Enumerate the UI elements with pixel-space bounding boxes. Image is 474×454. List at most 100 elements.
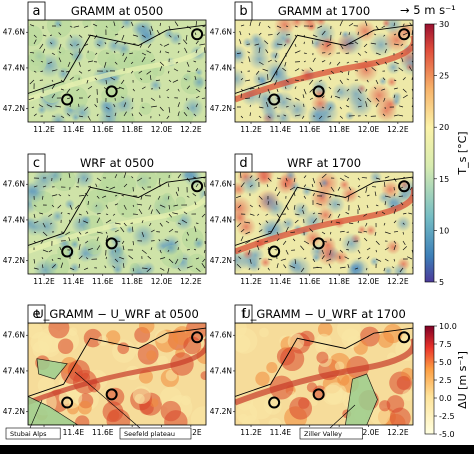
wind-arrow (123, 222, 127, 227)
wind-arrow (309, 67, 314, 72)
map-blob (255, 371, 270, 387)
map-blob (57, 338, 74, 354)
wind-arrow (238, 256, 242, 260)
wind-arrow (28, 97, 35, 101)
map-blob (139, 323, 155, 334)
wind-arrow (256, 245, 260, 251)
wind-arrow (195, 40, 199, 45)
wind-arrow (201, 262, 206, 269)
wind-arrow (402, 32, 409, 36)
wind-arrow (240, 229, 245, 233)
map-blob (72, 103, 92, 122)
wind-arrow (119, 256, 125, 260)
wind-arrow (240, 61, 244, 64)
wind-arrow (249, 20, 252, 27)
wind-arrow (172, 212, 179, 215)
wind-arrow (194, 32, 197, 36)
wind-arrow (258, 115, 262, 119)
wind-arrow (85, 257, 89, 260)
panel-frame (234, 171, 414, 275)
wind-arrow (59, 24, 62, 27)
map-blob (37, 376, 55, 394)
wind-arrow (303, 240, 310, 245)
wind-arrow (401, 57, 404, 63)
wind-arrow (303, 184, 307, 188)
wind-arrow (193, 176, 197, 179)
wind-arrow (202, 25, 206, 28)
colorbar-temperature-label: T_s [°C] (456, 131, 469, 175)
wind-arrow (76, 88, 80, 92)
wind-arrow (33, 267, 39, 270)
wind-arrow (130, 21, 134, 27)
map-blob (56, 66, 71, 81)
wind-arrow (294, 25, 298, 28)
wind-arrow (267, 88, 271, 94)
wind-arrow (177, 173, 182, 179)
wind-arrow (294, 213, 300, 216)
wind-arrow (255, 177, 260, 182)
wind-arrow (42, 185, 47, 188)
wind-arrow (204, 47, 206, 54)
wind-arrow (167, 96, 170, 99)
wind-arrow (393, 114, 398, 117)
wind-arrow (96, 195, 100, 199)
wind-arrow (195, 96, 200, 99)
wind-arrow (399, 105, 404, 108)
wind-arrow (186, 61, 190, 67)
wind-arrow (51, 79, 54, 82)
wind-arrow (85, 177, 89, 182)
wind-arrow (249, 104, 251, 108)
wind-arrow (177, 222, 182, 225)
colorbar-tick-label: 10.0 (439, 322, 457, 331)
wind-arrow (173, 68, 179, 72)
wind-arrow (78, 218, 81, 224)
wind-arrow (78, 213, 82, 216)
wind-arrow (68, 173, 71, 179)
wind-arrow (105, 204, 109, 209)
wind-arrow (33, 113, 37, 117)
station-marker (61, 245, 74, 258)
x-tick-label: 11.2E (240, 428, 262, 437)
wind-arrow (411, 60, 413, 63)
wind-arrow (329, 203, 332, 206)
wind-arrow (204, 115, 206, 118)
wind-arrow (159, 66, 163, 72)
wind-arrow (238, 204, 242, 209)
map-blob (301, 185, 313, 197)
map-blob (384, 27, 409, 53)
station-marker (398, 180, 411, 193)
map-blob (306, 382, 318, 393)
wind-arrow (183, 112, 188, 117)
wind-arrow (329, 249, 332, 256)
wind-arrow (51, 69, 58, 72)
wind-arrow (339, 230, 345, 233)
wind-arrow (123, 56, 128, 63)
wind-arrow (195, 21, 198, 27)
map-blob (48, 323, 70, 339)
map-blob (56, 46, 66, 56)
wind-arrow (384, 176, 390, 179)
map-blob (359, 326, 380, 347)
wind-arrow (303, 52, 307, 54)
x-tick-label: 11.4E (270, 277, 292, 286)
wind-arrow (201, 213, 206, 218)
wind-arrow (105, 25, 108, 28)
map-blob (286, 255, 312, 274)
wind-arrow (78, 34, 83, 38)
x-tick-label: 11.2E (33, 125, 55, 134)
wind-arrow (411, 231, 413, 233)
wind-arrow (40, 61, 44, 63)
wind-arrow (194, 75, 197, 81)
panel-letter-box (27, 153, 46, 173)
wind-arrow (163, 43, 170, 47)
wind-arrow (411, 30, 413, 36)
wind-arrow (339, 177, 345, 181)
map-blob (200, 371, 206, 380)
map-blob (36, 105, 47, 115)
map-blob (106, 408, 131, 425)
wind-arrow (366, 97, 372, 103)
annotation-2: Ziller Valley (299, 427, 363, 440)
wind-arrow (123, 183, 128, 188)
wind-arrow (121, 25, 125, 29)
wind-arrow (328, 76, 332, 81)
